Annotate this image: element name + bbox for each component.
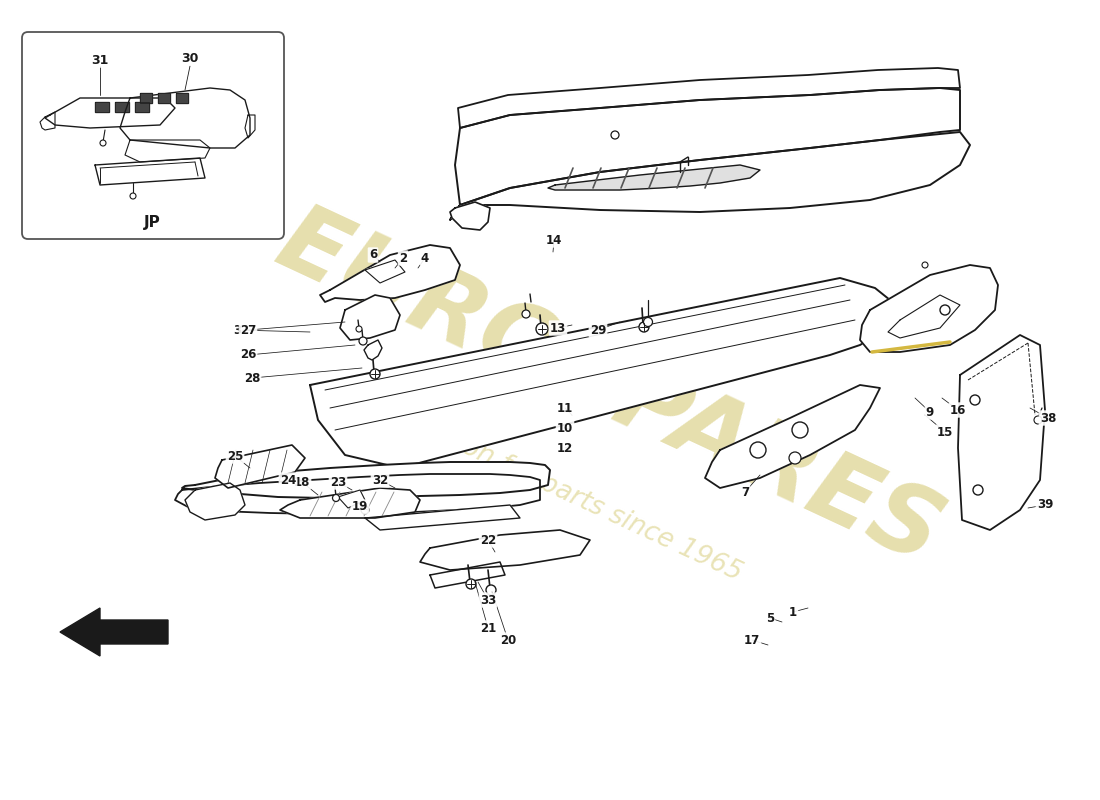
Polygon shape [40,112,55,130]
Circle shape [130,193,136,199]
Polygon shape [158,93,170,103]
Polygon shape [95,158,205,185]
Polygon shape [430,562,505,588]
Text: 3: 3 [233,323,241,337]
Text: 27: 27 [240,323,256,337]
Text: 16: 16 [949,403,966,417]
Text: 26: 26 [240,349,256,362]
Polygon shape [120,88,250,148]
Polygon shape [340,295,400,340]
Polygon shape [182,462,550,498]
Polygon shape [185,483,245,520]
Text: 2: 2 [399,251,407,265]
Text: 9: 9 [926,406,934,418]
Polygon shape [338,490,365,508]
Circle shape [100,140,106,146]
Circle shape [356,326,362,332]
Circle shape [332,494,340,502]
Circle shape [974,485,983,495]
Circle shape [1034,416,1042,424]
Circle shape [486,585,496,595]
Circle shape [970,395,980,405]
Polygon shape [365,505,520,530]
Polygon shape [214,445,305,488]
Circle shape [466,579,476,589]
Circle shape [922,262,928,268]
Circle shape [359,337,367,345]
Text: 18: 18 [294,475,310,489]
Polygon shape [365,260,405,283]
Polygon shape [705,385,880,488]
Text: 28: 28 [244,371,261,385]
Text: 10: 10 [557,422,573,434]
Polygon shape [420,530,590,570]
Text: 38: 38 [1040,411,1056,425]
Text: a passion for parts since 1965: a passion for parts since 1965 [374,394,746,586]
Text: 33: 33 [480,594,496,606]
Text: 22: 22 [480,534,496,546]
Polygon shape [60,608,168,656]
Circle shape [536,323,548,335]
Polygon shape [548,165,760,190]
Text: 25: 25 [227,450,243,462]
Text: 20: 20 [499,634,516,646]
Text: 12: 12 [557,442,573,454]
Polygon shape [280,488,420,518]
Polygon shape [175,474,540,514]
Text: 6: 6 [368,249,377,262]
Text: 7: 7 [741,486,749,498]
Circle shape [370,369,379,379]
Polygon shape [245,115,255,138]
Circle shape [644,318,652,326]
Polygon shape [860,265,998,352]
Text: 5: 5 [766,611,774,625]
Circle shape [750,442,766,458]
Polygon shape [45,98,175,128]
Text: 29: 29 [590,323,606,337]
Circle shape [789,452,801,464]
Text: 4: 4 [421,251,429,265]
Circle shape [792,422,808,438]
Polygon shape [455,88,960,205]
Text: 24: 24 [279,474,296,486]
Text: 14: 14 [546,234,562,246]
Polygon shape [450,132,970,220]
Polygon shape [135,102,149,112]
Text: 39: 39 [1037,498,1053,511]
Polygon shape [310,278,900,468]
Circle shape [610,131,619,139]
Polygon shape [125,140,210,162]
Text: 30: 30 [182,51,199,65]
Text: 32: 32 [372,474,388,486]
Polygon shape [320,245,460,302]
Polygon shape [176,93,188,103]
Polygon shape [958,335,1045,530]
Circle shape [361,506,368,514]
Text: 1: 1 [789,606,797,618]
Polygon shape [888,295,960,338]
Polygon shape [458,68,960,128]
Text: 23: 23 [330,475,346,489]
Polygon shape [140,93,152,103]
Text: 11: 11 [557,402,573,414]
Text: 21: 21 [480,622,496,634]
FancyBboxPatch shape [22,32,284,239]
Circle shape [940,305,950,315]
Text: 13: 13 [550,322,566,334]
Polygon shape [450,202,490,230]
Text: 31: 31 [91,54,109,66]
Text: 17: 17 [744,634,760,646]
Polygon shape [364,340,382,360]
Circle shape [522,310,530,318]
Text: EUROSPARES: EUROSPARES [263,195,957,585]
Polygon shape [116,102,129,112]
Text: 19: 19 [352,501,368,514]
Text: JP: JP [144,214,161,230]
Text: 15: 15 [937,426,954,438]
Circle shape [639,322,649,332]
Polygon shape [95,102,109,112]
